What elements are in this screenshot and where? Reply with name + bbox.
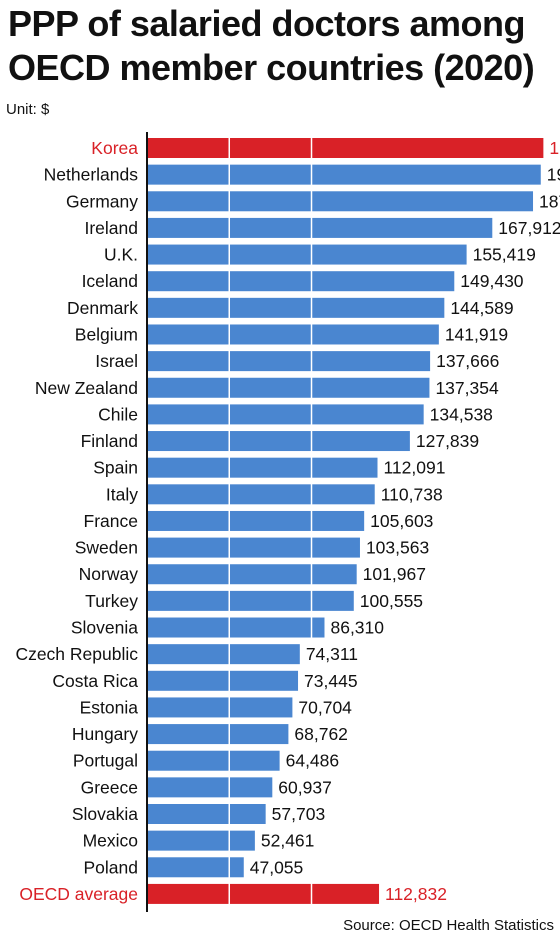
value-label: 144,589 (450, 298, 513, 318)
value-label: 155,419 (473, 245, 536, 265)
category-label: Slovenia (71, 618, 138, 638)
bar-finland (147, 431, 410, 452)
category-label: Italy (106, 484, 138, 504)
value-label: 141,919 (445, 324, 508, 344)
bar-oecd-average (147, 883, 380, 904)
bar-france (147, 510, 365, 531)
gridlines (228, 134, 313, 906)
value-label: 112,091 (384, 458, 446, 478)
category-label: Denmark (67, 298, 138, 318)
category-label: Poland (84, 857, 139, 877)
bar-greece (147, 777, 273, 798)
category-label: Belgium (75, 324, 138, 344)
category-label: Norway (79, 564, 139, 584)
value-label: 137,666 (436, 351, 499, 371)
bar-germany (147, 191, 534, 212)
value-label: 187,715 (539, 191, 560, 211)
bar-korea (147, 138, 544, 158)
value-label: 52,461 (261, 831, 315, 851)
category-label: Israel (95, 351, 138, 371)
value-label: 127,839 (416, 431, 479, 451)
value-label: 149,430 (460, 271, 524, 291)
category-label: Netherlands (44, 165, 139, 185)
category-label: Hungary (72, 724, 138, 744)
category-label: OECD average (19, 884, 138, 904)
value-label: 57,703 (272, 804, 326, 824)
category-label: Korea (91, 138, 138, 158)
source-note: Source: OECD Health Statistics (343, 917, 554, 934)
value-label: 110,738 (381, 484, 443, 504)
value-label: 74,311 (306, 644, 358, 664)
chart-title: PPP of salaried doctors among OECD membe… (8, 3, 535, 88)
category-label: New Zealand (35, 378, 138, 398)
category-label: Spain (93, 458, 138, 478)
category-label: Estonia (80, 697, 139, 717)
value-label: 60,937 (278, 777, 332, 797)
bar-italy (147, 484, 375, 505)
value-label: 100,555 (360, 591, 423, 611)
bar-ireland (147, 217, 493, 238)
labels: Korea 192,749 Netherlands 191,482 Germany 187… (15, 138, 560, 904)
value-label: 192,749 (549, 138, 560, 158)
category-label: Mexico (83, 831, 138, 851)
category-label: Chile (98, 404, 138, 424)
bar-poland (147, 857, 244, 878)
value-label: 47,055 (250, 857, 304, 877)
category-label: U.K. (104, 245, 138, 265)
bar-slovenia (147, 617, 325, 638)
bar-hungary (147, 724, 289, 745)
category-label: Czech Republic (15, 644, 138, 664)
category-label: Iceland (82, 271, 138, 291)
category-label: Turkey (85, 591, 138, 611)
category-label: Greece (81, 777, 138, 797)
category-label: Slovakia (72, 804, 138, 824)
category-label: Costa Rica (52, 671, 138, 691)
value-label: 68,762 (294, 724, 348, 744)
category-label: Sweden (75, 538, 138, 558)
bar-portugal (147, 750, 280, 771)
value-label: 64,486 (286, 751, 340, 771)
category-label: Germany (66, 191, 138, 211)
bar-slovakia (147, 804, 266, 824)
category-label: France (84, 511, 138, 531)
value-label: 137,354 (435, 378, 499, 398)
category-label: Portugal (73, 751, 138, 771)
bar-netherlands (147, 164, 541, 185)
value-label: 112,832 (385, 884, 447, 904)
bar-chile (147, 404, 424, 425)
value-label: 167,912 (498, 218, 560, 238)
bar-czech-republic (147, 644, 300, 665)
value-label: 103,563 (366, 538, 429, 558)
bars (147, 138, 544, 904)
bar-mexico (147, 830, 255, 851)
bar-estonia (147, 697, 293, 718)
value-label: 105,603 (370, 511, 433, 531)
value-label: 101,967 (363, 564, 426, 584)
value-label: 73,445 (304, 671, 358, 691)
bar-new-zealand (147, 377, 430, 398)
bar-sweden (147, 537, 360, 558)
value-label: 70,704 (298, 697, 352, 717)
bar-costa-rica (147, 670, 299, 691)
value-label: 191,482 (547, 165, 560, 185)
value-label: 134,538 (430, 404, 493, 424)
category-label: Ireland (84, 218, 138, 238)
bar-spain (147, 457, 378, 478)
value-label: 86,310 (330, 618, 384, 638)
bar-denmark (147, 297, 445, 318)
bar-norway (147, 564, 357, 585)
bar-iceland (147, 271, 455, 292)
unit-label: Unit: $ (6, 101, 50, 118)
category-label: Finland (81, 431, 138, 451)
bar-belgium (147, 324, 439, 345)
bar-u-k (147, 244, 467, 265)
bar-turkey (147, 590, 354, 611)
bar-israel (147, 351, 431, 372)
